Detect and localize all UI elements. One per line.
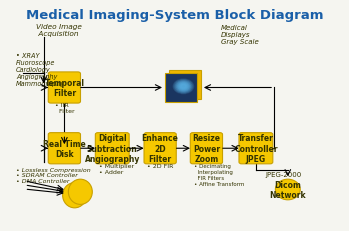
Circle shape [174,81,192,93]
FancyBboxPatch shape [95,133,129,164]
Text: • Lossless Compression
• SDRAM Controller
• DMA Controller: • Lossless Compression • SDRAM Controlle… [16,167,91,183]
Text: Enhance
2D
Filter: Enhance 2D Filter [142,134,179,163]
Circle shape [181,85,186,89]
FancyBboxPatch shape [48,133,81,164]
Ellipse shape [68,179,92,204]
Text: • 2D FIR: • 2D FIR [147,163,174,168]
FancyBboxPatch shape [144,133,176,164]
Circle shape [178,83,188,91]
FancyBboxPatch shape [48,73,81,104]
Text: Dicom
Network: Dicom Network [269,180,306,199]
Text: Digital
Subtraction
Angiography: Digital Subtraction Angiography [84,134,140,163]
Ellipse shape [62,183,87,208]
FancyBboxPatch shape [169,70,201,100]
Text: Medical Imaging-System Block Diagram: Medical Imaging-System Block Diagram [26,9,323,22]
FancyBboxPatch shape [190,133,223,164]
Text: Resize
Power
Zoom: Resize Power Zoom [192,134,221,163]
Text: Medical
Displays
Gray Scale: Medical Displays Gray Scale [221,25,259,45]
Text: Real Time
Disk: Real Time Disk [43,139,86,158]
Text: Video Image
 Acquisition: Video Image Acquisition [36,24,82,37]
Text: • Decimating
  Interpolating
  FIR Filters
• Affine Transform: • Decimating Interpolating FIR Filters •… [194,163,244,186]
Circle shape [177,82,190,91]
Text: Transfer
Controller
JPEG: Transfer Controller JPEG [234,134,278,163]
Circle shape [173,80,194,94]
Ellipse shape [275,179,300,200]
Text: • Multiplier
• Adder: • Multiplier • Adder [99,163,135,174]
FancyBboxPatch shape [165,73,197,103]
Circle shape [176,82,191,92]
Text: • XRAY
Fluoroscope
Cardiology
Angiography
Mammography: • XRAY Fluoroscope Cardiology Angiograph… [16,53,65,87]
FancyBboxPatch shape [239,133,273,164]
Circle shape [180,84,187,90]
Text: JPEG-2000: JPEG-2000 [266,171,302,177]
Text: • IIR
  Filter: • IIR Filter [55,103,74,114]
Text: Temporal
Filter: Temporal Filter [44,79,84,98]
